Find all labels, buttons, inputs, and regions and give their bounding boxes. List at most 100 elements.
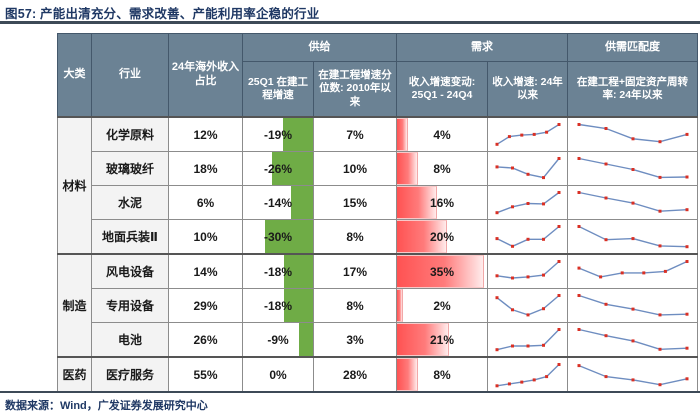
industry-cell: 地面兵装Ⅱ bbox=[91, 219, 169, 255]
percentile-cell: 3% bbox=[313, 322, 397, 358]
overseas-share-cell: 26% bbox=[168, 322, 243, 358]
income-sparkline bbox=[495, 259, 560, 279]
turnover-sparkline bbox=[577, 293, 688, 316]
cell-value: 26% bbox=[193, 332, 218, 347]
cell-value: 55% bbox=[193, 367, 218, 382]
col-header-supply-growth: 25Q1 在建工程增速 bbox=[242, 61, 314, 118]
col-header-income-trend: 收入增速: 24年以来 bbox=[487, 61, 568, 118]
industry-cell: 水泥 bbox=[91, 185, 169, 220]
category-cell: 制造 bbox=[57, 253, 92, 358]
income-trend-cell bbox=[487, 185, 568, 220]
turnover-trend-cell bbox=[567, 219, 698, 255]
data-source-note: 数据来源：Wind，广发证券发展研究中心 bbox=[5, 400, 208, 412]
cell-value: 电池 bbox=[117, 333, 142, 347]
turnover-trend-cell bbox=[567, 116, 698, 152]
demand-data-bar bbox=[397, 358, 418, 391]
supply-data-bar bbox=[282, 118, 313, 151]
income-trend-cell bbox=[487, 219, 568, 255]
income-sparkline bbox=[495, 122, 560, 146]
demand-change-cell: 4% bbox=[396, 116, 488, 152]
income-sparkline bbox=[495, 156, 560, 179]
income-sparkline bbox=[495, 224, 560, 248]
supply-data-bar bbox=[290, 186, 313, 219]
cell-value: 15% bbox=[342, 195, 368, 210]
table-row: 医药 医疗服务 55% 0% 28% 8% bbox=[57, 356, 698, 392]
cell-value: 10% bbox=[193, 229, 218, 244]
income-sparkline bbox=[495, 362, 560, 387]
cell-value: -26% bbox=[263, 161, 292, 176]
income-trend-cell bbox=[487, 151, 568, 186]
cell-value: -30% bbox=[263, 229, 292, 244]
percentile-cell: 7% bbox=[313, 116, 397, 152]
supply-growth-cell: -18% bbox=[242, 288, 314, 323]
income-trend-cell bbox=[487, 116, 568, 152]
demand-change-cell: 21% bbox=[396, 322, 488, 358]
table-row: 玻璃玻纤 18% -26% 10% 8% bbox=[58, 151, 698, 186]
supply-growth-cell: -9% bbox=[242, 322, 314, 358]
supply-growth-cell: -30% bbox=[242, 219, 314, 255]
cell-value: 16% bbox=[429, 195, 455, 210]
supply-growth-cell: 0% bbox=[242, 356, 314, 392]
demand-change-cell: 20% bbox=[396, 219, 488, 255]
income-trend-cell bbox=[487, 356, 568, 392]
income-trend-cell bbox=[487, 322, 568, 358]
cell-value: 专用设备 bbox=[105, 299, 154, 313]
figure-title: 图57: 产能出清充分、需求改善、产能利用率企稳的行业 bbox=[5, 7, 320, 21]
demand-data-bar bbox=[397, 289, 403, 322]
cell-value: 12% bbox=[193, 127, 218, 142]
turnover-sparkline bbox=[577, 156, 688, 179]
footer-divider bbox=[0, 391, 700, 393]
col-header-industry: 行业 bbox=[91, 33, 169, 118]
turnover-sparkline bbox=[577, 259, 688, 278]
table-row: 电池 26% -9% 3% 21% bbox=[58, 322, 698, 358]
cell-value: 4% bbox=[433, 127, 451, 142]
percentile-cell: 8% bbox=[313, 288, 397, 323]
title-divider bbox=[0, 21, 700, 24]
cell-value: -18% bbox=[263, 264, 292, 279]
col-header-turnover-trend: 在建工程+固定资产周转率: 24年以来 bbox=[567, 61, 698, 118]
turnover-trend-cell bbox=[567, 253, 698, 289]
turnover-sparkline bbox=[577, 327, 688, 351]
turnover-trend-cell bbox=[567, 288, 698, 323]
income-sparkline bbox=[495, 327, 560, 351]
percentile-cell: 28% bbox=[313, 356, 397, 392]
col-header-overseas: 24年海外收入占比 bbox=[168, 33, 243, 118]
percentile-cell: 15% bbox=[313, 185, 397, 220]
overseas-share-cell: 14% bbox=[168, 253, 243, 289]
group-header-supply: 供给 bbox=[242, 33, 397, 62]
turnover-trend-cell bbox=[567, 151, 698, 186]
turnover-trend-cell bbox=[567, 356, 698, 392]
cell-value: 6% bbox=[196, 195, 215, 210]
industry-screen-table: 大类 行业 24年海外收入占比 供给 需求 供需匹配度 25Q1 在建工程增速 … bbox=[57, 33, 698, 392]
cell-value: -18% bbox=[263, 298, 292, 313]
cell-value: -14% bbox=[263, 195, 292, 210]
cell-value: 21% bbox=[429, 332, 455, 347]
demand-data-bar bbox=[397, 220, 447, 253]
industry-cell: 风电设备 bbox=[91, 253, 169, 289]
supply-data-bar bbox=[284, 255, 313, 288]
industry-cell: 化学原料 bbox=[91, 116, 169, 152]
cell-value: 7% bbox=[346, 127, 364, 142]
turnover-sparkline bbox=[577, 363, 688, 386]
supply-data-bar bbox=[265, 220, 313, 253]
cell-value: 28% bbox=[342, 367, 368, 382]
percentile-cell: 8% bbox=[313, 219, 397, 255]
cell-value: 10% bbox=[342, 161, 368, 176]
group-header-match: 供需匹配度 bbox=[567, 33, 698, 62]
cell-value: 14% bbox=[193, 264, 218, 279]
overseas-share-cell: 6% bbox=[168, 185, 243, 220]
supply-growth-cell: -19% bbox=[242, 116, 314, 152]
turnover-sparkline bbox=[577, 122, 688, 143]
income-trend-cell bbox=[487, 288, 568, 323]
industry-cell: 玻璃玻纤 bbox=[91, 151, 169, 186]
supply-growth-cell: -14% bbox=[242, 185, 314, 220]
cell-value: -19% bbox=[263, 127, 292, 142]
demand-data-bar bbox=[397, 118, 408, 151]
demand-change-cell: 8% bbox=[396, 151, 488, 186]
cell-value: 8% bbox=[433, 161, 451, 176]
cell-value: 医药 bbox=[62, 368, 87, 382]
cell-value: 制造 bbox=[62, 299, 87, 313]
overseas-share-cell: 12% bbox=[168, 116, 243, 152]
cell-value: 20% bbox=[429, 229, 455, 244]
cell-value: 8% bbox=[346, 229, 364, 244]
